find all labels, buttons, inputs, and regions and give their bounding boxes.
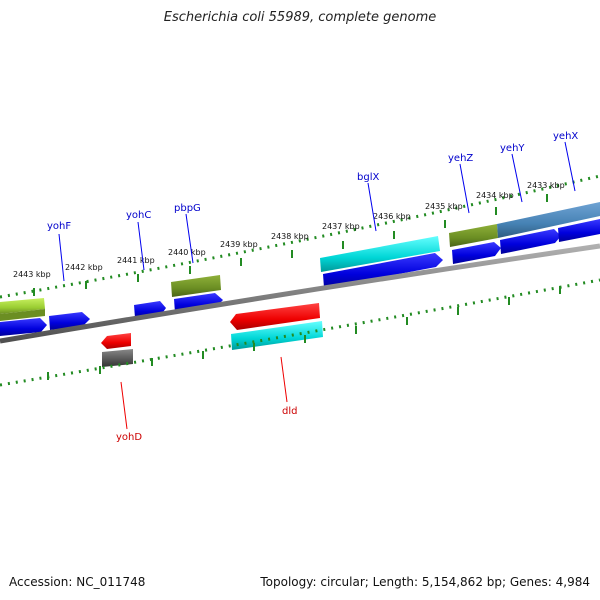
- gene-label-yohF[interactable]: yohF: [47, 221, 71, 232]
- leader-line-yohC: [137, 221, 145, 271]
- leader-line-dld: [280, 356, 288, 403]
- forward-cds-yehX: [558, 219, 600, 242]
- leader-line-bglX: [367, 182, 377, 232]
- leader-line-pbpG: [185, 213, 194, 264]
- reverse-cds-yohD: [101, 333, 131, 349]
- cog-feature-olive-pbpG: [171, 275, 221, 297]
- forward-cds-arrow: [0, 318, 47, 336]
- genome-summary-text: Topology: circular; Length: 5,154,862 bp…: [260, 575, 590, 589]
- cog-feature-cyan-bglX: [320, 236, 440, 272]
- gene-label-yohD[interactable]: yohD: [116, 432, 142, 443]
- forward-cds-track: [0, 219, 600, 336]
- ruler-label: 2434 kbp: [476, 191, 514, 200]
- cog-reverse-track: [102, 321, 323, 367]
- leader-line-yohF: [58, 233, 65, 282]
- reverse-cds-track: [101, 303, 320, 349]
- inner-ruler-line: [0, 278, 600, 387]
- cog-forward-track: [0, 202, 600, 321]
- leader-line-yehY: [511, 153, 523, 203]
- inner-ruler-track: [0, 278, 600, 387]
- outer-ruler-line: [0, 174, 600, 299]
- gene-label-yehY[interactable]: yehY: [500, 143, 525, 154]
- forward-cds-yehY: [500, 229, 561, 254]
- leader-line-yohD: [120, 381, 128, 430]
- cog-feature-yellowgreen: [0, 298, 45, 314]
- cog-feature-steelblue-yehY: [497, 202, 600, 238]
- gene-label-pbpG[interactable]: pbpG: [174, 203, 201, 214]
- leader-line-yehZ: [459, 163, 470, 214]
- outer-ruler-track: [0, 174, 600, 299]
- accession-text: Accession: NC_011748: [9, 575, 146, 589]
- ruler-label: 2441 kbp: [117, 256, 155, 265]
- ruler-label: 2433 kbp: [527, 181, 565, 190]
- ruler-label: 2438 kbp: [271, 232, 309, 241]
- genome-backbone: [0, 243, 600, 344]
- gene-label-bglX[interactable]: bglX: [357, 172, 379, 183]
- gene-label-yehZ[interactable]: yehZ: [448, 153, 473, 164]
- forward-cds-bglX: [323, 253, 443, 288]
- forward-cds-yehZ: [452, 242, 501, 264]
- ruler-label: 2436 kbp: [373, 212, 411, 221]
- ruler-label: 2435 kbp: [425, 202, 463, 211]
- gene-label-dld[interactable]: dld: [282, 406, 297, 417]
- cog-feature-olive: [0, 309, 45, 321]
- gene-label-yohC[interactable]: yohC: [126, 210, 151, 221]
- leader-line-yehX: [564, 141, 576, 192]
- ruler-label: 2443 kbp: [13, 270, 51, 279]
- ruler-label: 2440 kbp: [168, 248, 206, 257]
- map-title: Escherichia coli 55989, complete genome: [163, 10, 437, 25]
- cog-feature-olive-yehZ: [449, 224, 498, 247]
- ruler-label: 2439 kbp: [220, 240, 258, 249]
- gene-label-yehX[interactable]: yehX: [553, 131, 578, 142]
- ruler-label: 2437 kbp: [322, 222, 360, 231]
- ruler-label: 2442 kbp: [65, 263, 103, 272]
- cog-feature-gray-yohD: [102, 349, 133, 367]
- reverse-cds-dld: [230, 303, 320, 330]
